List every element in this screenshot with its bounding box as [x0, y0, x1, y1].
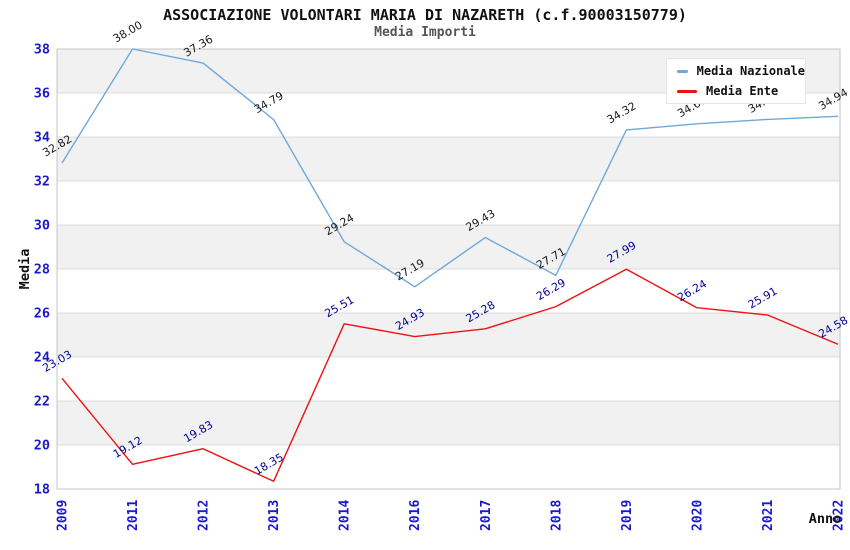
plot-border	[56, 48, 841, 490]
legend-label: Media Nazionale	[696, 64, 805, 78]
series-line-media-nazionale	[61, 48, 839, 288]
point-label: 25.91	[746, 284, 780, 311]
x-tick-label: 2022	[832, 500, 847, 531]
x-tick-label: 2018	[549, 500, 564, 531]
y-tick-label: 36	[34, 86, 50, 102]
x-tick-label: 2013	[267, 500, 282, 531]
plot-band	[57, 137, 840, 181]
chart-subtitle: Media Importi	[374, 25, 476, 40]
point-label: 34.32	[605, 99, 639, 126]
x-tick-label: 2016	[408, 500, 423, 531]
legend-line-swatch-red	[677, 89, 697, 93]
point-label: 18.35	[252, 451, 286, 478]
x-tick-label: 2019	[620, 500, 635, 531]
point-label: 26.29	[534, 276, 568, 303]
chart-title: ASSOCIAZIONE VOLONTARI MARIA DI NAZARETH…	[163, 6, 687, 24]
x-tick-label: 2011	[126, 500, 141, 531]
plot-band	[57, 401, 840, 445]
y-tick-label: 28	[34, 262, 50, 278]
legend-entry-media-nazionale: Media Nazionale	[677, 64, 805, 78]
x-tick-label: 2014	[338, 500, 353, 531]
legend-line-swatch-blue	[677, 69, 688, 73]
legend-entry-media-ente: Media Ente	[677, 84, 805, 98]
y-tick-label: 30	[34, 218, 50, 234]
point-label: 38.00	[111, 18, 145, 45]
point-label: 26.24	[675, 277, 709, 304]
y-tick-label: 20	[34, 438, 50, 454]
y-tick-label: 22	[34, 394, 50, 410]
y-axis-title: Media	[17, 249, 33, 290]
plot-band	[57, 313, 840, 357]
x-tick-label: 2012	[197, 500, 212, 531]
x-tick-label: 2009	[56, 500, 71, 531]
y-tick-label: 32	[34, 174, 50, 190]
y-tick-label: 18	[34, 482, 50, 498]
y-tick-label: 34	[34, 130, 50, 146]
legend-label: Media Ente	[706, 84, 779, 98]
y-tick-label: 26	[34, 306, 50, 322]
y-tick-label: 38	[34, 42, 50, 58]
plot-band	[57, 225, 840, 269]
series-line-media-ente	[61, 268, 839, 482]
y-tick-label: 24	[34, 350, 50, 366]
x-tick-label: 2021	[761, 500, 776, 531]
chart-legend: Media Nazionale Media Ente	[666, 58, 806, 104]
x-axis-title: Anno	[809, 511, 842, 527]
x-tick-label: 2020	[690, 500, 705, 531]
x-tick-label: 2017	[479, 500, 494, 531]
